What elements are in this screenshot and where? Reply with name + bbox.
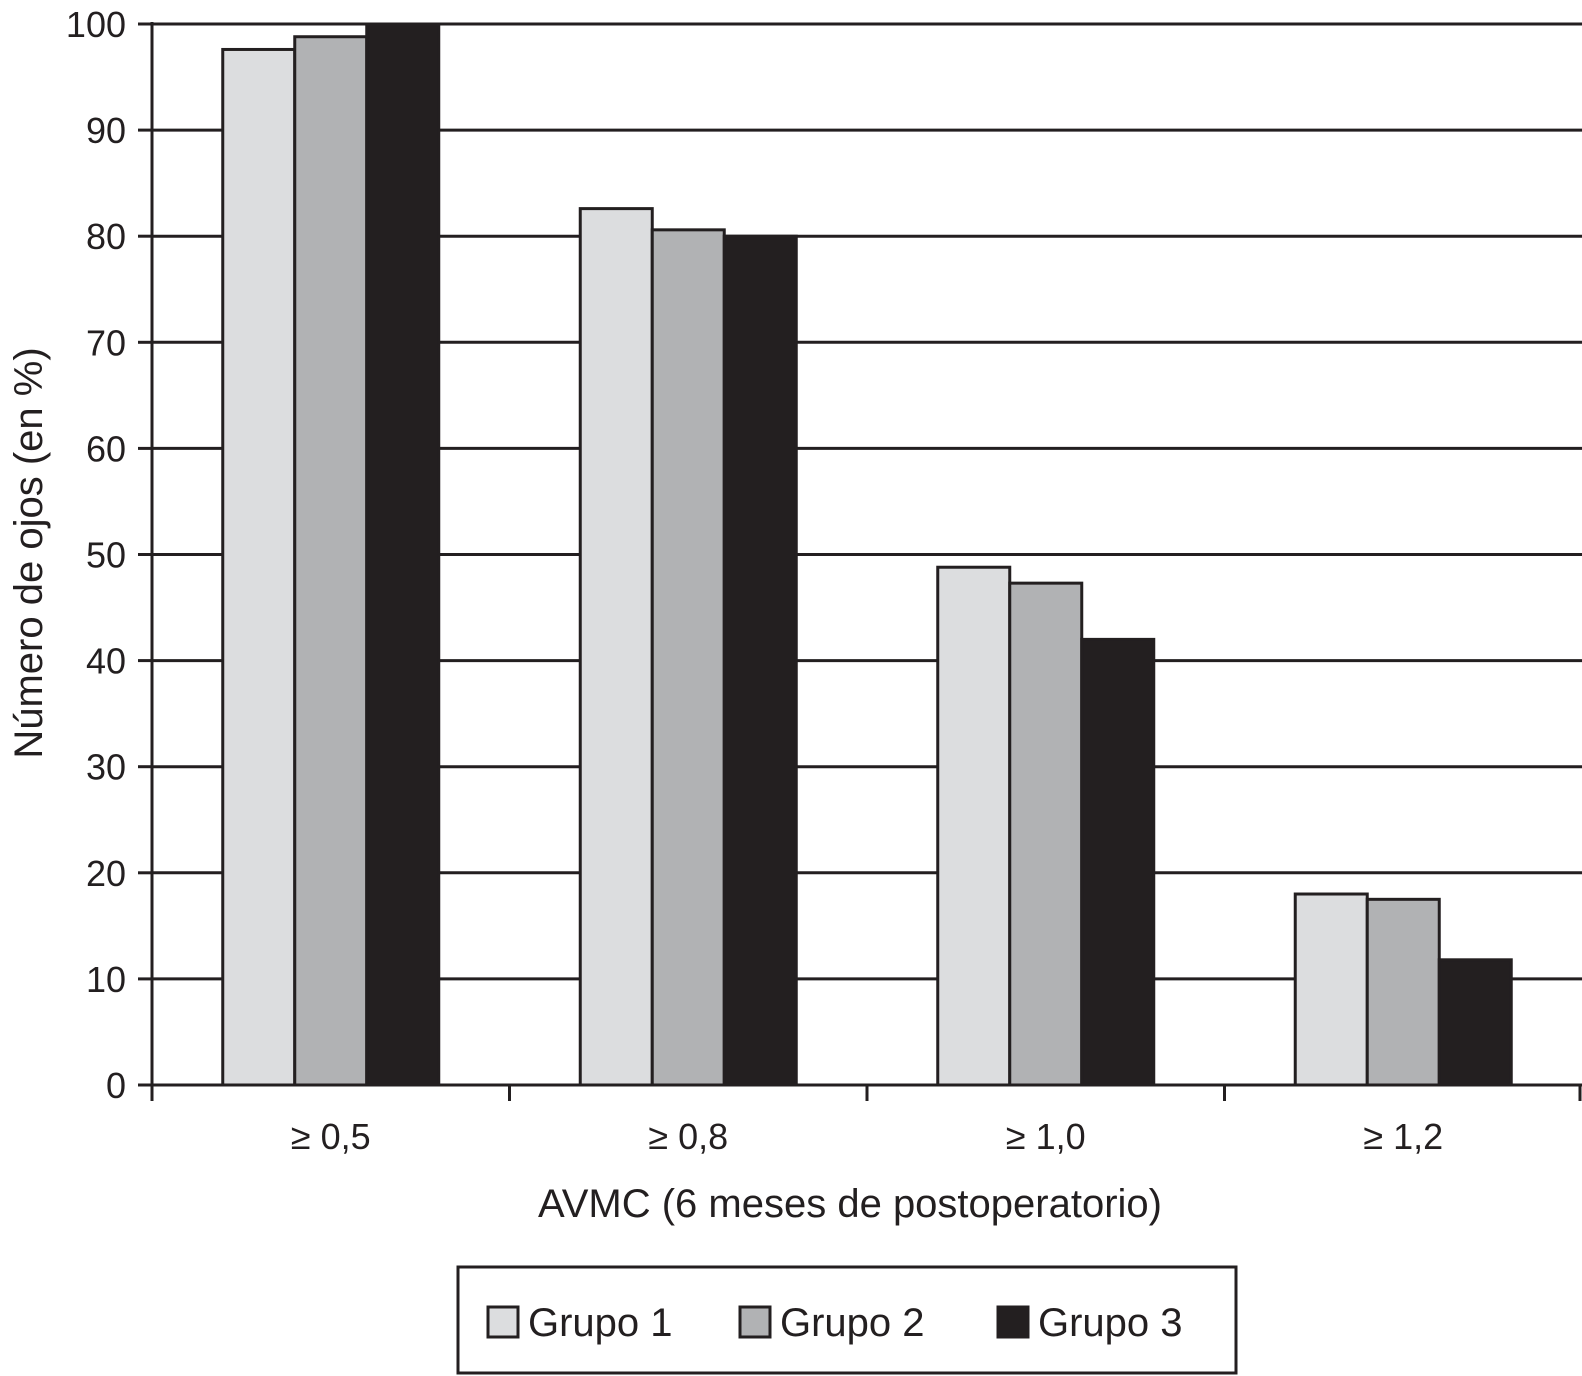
bar xyxy=(578,207,654,1087)
y-tick-label: 10 xyxy=(86,959,126,1000)
y-tick-label: 70 xyxy=(86,322,126,363)
x-tick-label: ≥ 1,0 xyxy=(1006,1116,1086,1157)
bar xyxy=(1437,958,1513,1087)
x-tick-label: ≥ 1,2 xyxy=(1363,1116,1443,1157)
bar xyxy=(221,47,297,1087)
legend-label: Grupo 1 xyxy=(528,1301,673,1345)
y-tick-label: 30 xyxy=(86,747,126,788)
bar xyxy=(293,35,369,1087)
x-tick-label: ≥ 0,5 xyxy=(291,1116,371,1157)
y-tick-label: 60 xyxy=(86,428,126,469)
y-tick-label: 90 xyxy=(86,110,126,151)
axes: 0 10 20 30 40 50 60 70 80 90 100 ≥ 0,5 ≥ 0,8 ≥ 1,0 ≥ 1… xyxy=(66,4,1582,1157)
bar xyxy=(936,565,1012,1087)
bar xyxy=(1293,892,1369,1087)
legend-swatch xyxy=(996,1305,1030,1339)
legend-label: Grupo 3 xyxy=(1038,1301,1183,1345)
legend-label: Grupo 2 xyxy=(780,1301,925,1345)
y-tick-label: 50 xyxy=(86,535,126,576)
bar xyxy=(1080,637,1156,1087)
legend: Grupo 1 Grupo 2 Grupo 3 xyxy=(456,1265,1238,1375)
y-tick-label: 100 xyxy=(66,4,126,45)
bar xyxy=(1008,581,1084,1087)
y-tick-label: 0 xyxy=(106,1065,126,1106)
x-tick-label: ≥ 0,8 xyxy=(648,1116,728,1157)
y-tick-label: 80 xyxy=(86,216,126,257)
y-axis-title: Número de ojos (en %) xyxy=(7,347,51,758)
bar xyxy=(365,22,441,1087)
legend-swatch xyxy=(738,1305,772,1339)
legend-box xyxy=(456,1265,1238,1375)
x-axis-title: AVMC (6 meses de postoperatorio) xyxy=(538,1182,1162,1226)
legend-swatch xyxy=(486,1305,520,1339)
bar xyxy=(1365,897,1441,1087)
bar xyxy=(650,228,726,1087)
bar xyxy=(722,234,798,1087)
y-tick-label: 20 xyxy=(86,853,126,894)
y-tick-label: 40 xyxy=(86,641,126,682)
